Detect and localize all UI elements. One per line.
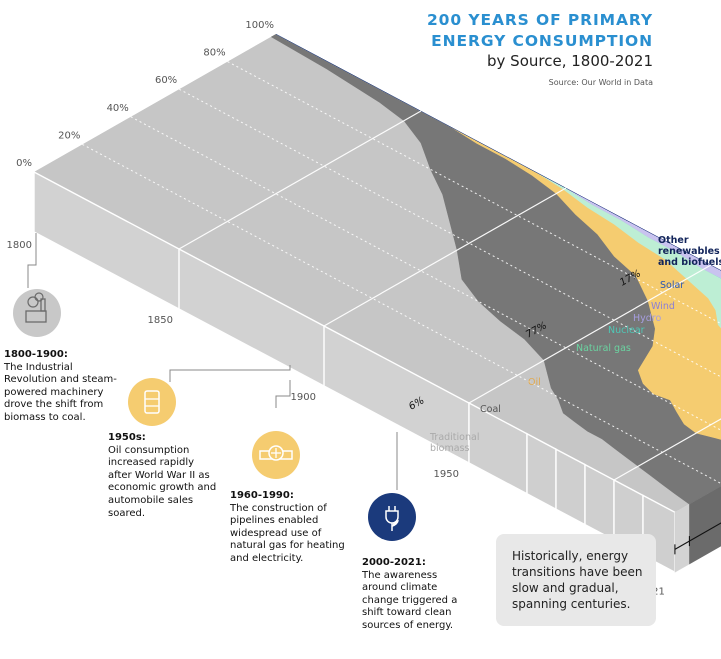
- plug-leaf-icon: [368, 493, 416, 541]
- chart-title: 200 YEARS OF PRIMARY ENERGY CONSUMPTION: [427, 10, 653, 52]
- note-text: The Industrial Revolution and steam-powe…: [4, 361, 117, 423]
- icon-circle: [368, 493, 416, 541]
- icon-part: [144, 390, 160, 414]
- gridline-percent: [227, 61, 721, 325]
- icon-circle: [128, 378, 176, 426]
- leader-line: [169, 365, 291, 382]
- icon-circle: [13, 289, 61, 337]
- y-tick-label: 0%: [16, 158, 32, 169]
- legend-label-line: renewables: [658, 246, 720, 257]
- title-line-1: 200 YEARS OF PRIMARY: [426, 11, 653, 29]
- takeaway-box: Historically, energy transitions have be…: [496, 534, 656, 626]
- pipeline-valve-icon: [252, 431, 300, 479]
- icon-part: [392, 520, 399, 527]
- y-tick-label: 20%: [58, 130, 80, 141]
- note-1960-1990: 1960-1990: The construction of pipelines…: [230, 490, 354, 566]
- factory-icon: [13, 289, 61, 337]
- legend-label: Coal: [480, 404, 501, 415]
- area-other-renewables-and-biofuels: [275, 34, 721, 377]
- gridline-year: [178, 110, 422, 250]
- leader-line: [27, 233, 37, 288]
- gridline-percent: [82, 143, 721, 485]
- takeaway-text: Historically, energy transitions have be…: [512, 549, 643, 611]
- legend-label-line: biomass: [430, 443, 470, 454]
- legend-label: Solar: [660, 280, 684, 291]
- legend-label: Oil: [528, 377, 541, 388]
- icon-part: [27, 296, 39, 308]
- note-title: 2000-2021:: [362, 557, 426, 568]
- right-face-band: [674, 503, 690, 573]
- legend-label-line: and biofuels: [658, 257, 721, 268]
- oil-barrel-icon: [128, 378, 176, 426]
- note-text: The awareness around climate change trig…: [362, 569, 458, 631]
- legend-label: Other renewables and biofuels: [658, 235, 721, 268]
- chart-subtitle: by Source, 1800-2021: [487, 52, 653, 70]
- gridline-year: [468, 264, 712, 404]
- note-1800-1900: 1800-1900: The Industrial Revolution and…: [4, 349, 122, 425]
- legend-label-line: Other: [658, 235, 689, 246]
- note-2000-2021: 2000-2021: The awareness around climate …: [362, 557, 466, 633]
- note-1950s: 1950s: Oil consumption increased rapidly…: [108, 432, 220, 520]
- legend-label: Wind: [651, 301, 675, 312]
- legend-label-line: Traditional: [429, 432, 479, 443]
- legend-label: Nuclear: [608, 325, 645, 336]
- y-tick-label: 80%: [203, 48, 225, 59]
- bracket-line: [674, 522, 721, 550]
- note-title: 1800-1900:: [4, 349, 68, 360]
- title-line-2: ENERGY CONSUMPTION: [431, 32, 653, 50]
- gridline-percent: [178, 88, 721, 378]
- y-tick-label: 40%: [107, 103, 129, 114]
- y-tick-label: 60%: [155, 75, 177, 86]
- leader-line: [275, 380, 291, 408]
- legend-label: Hydro: [633, 313, 661, 324]
- y-tick-label: 100%: [245, 20, 274, 31]
- gridline-year: [323, 187, 567, 327]
- x-tick-label: 1900: [291, 392, 316, 403]
- legend-label: Traditional biomass: [429, 432, 479, 454]
- note-text: Oil consumption increased rapidly after …: [108, 444, 217, 519]
- x-tick-label: 1800: [7, 240, 32, 251]
- icon-part: [385, 510, 399, 524]
- legend-label: Natural gas: [576, 343, 631, 354]
- note-title: 1950s:: [108, 432, 146, 443]
- icon-part: [34, 292, 44, 302]
- gridline-percent: [130, 116, 721, 431]
- x-tick-label: 1850: [148, 315, 173, 326]
- gridline-year: [613, 418, 721, 481]
- note-title: 1960-1990:: [230, 490, 294, 501]
- x-tick-label: 1950: [434, 469, 459, 480]
- note-text: The construction of pipelines enabled wi…: [230, 502, 345, 564]
- chart-source: Source: Our World in Data: [548, 78, 653, 87]
- icon-part: [25, 310, 47, 323]
